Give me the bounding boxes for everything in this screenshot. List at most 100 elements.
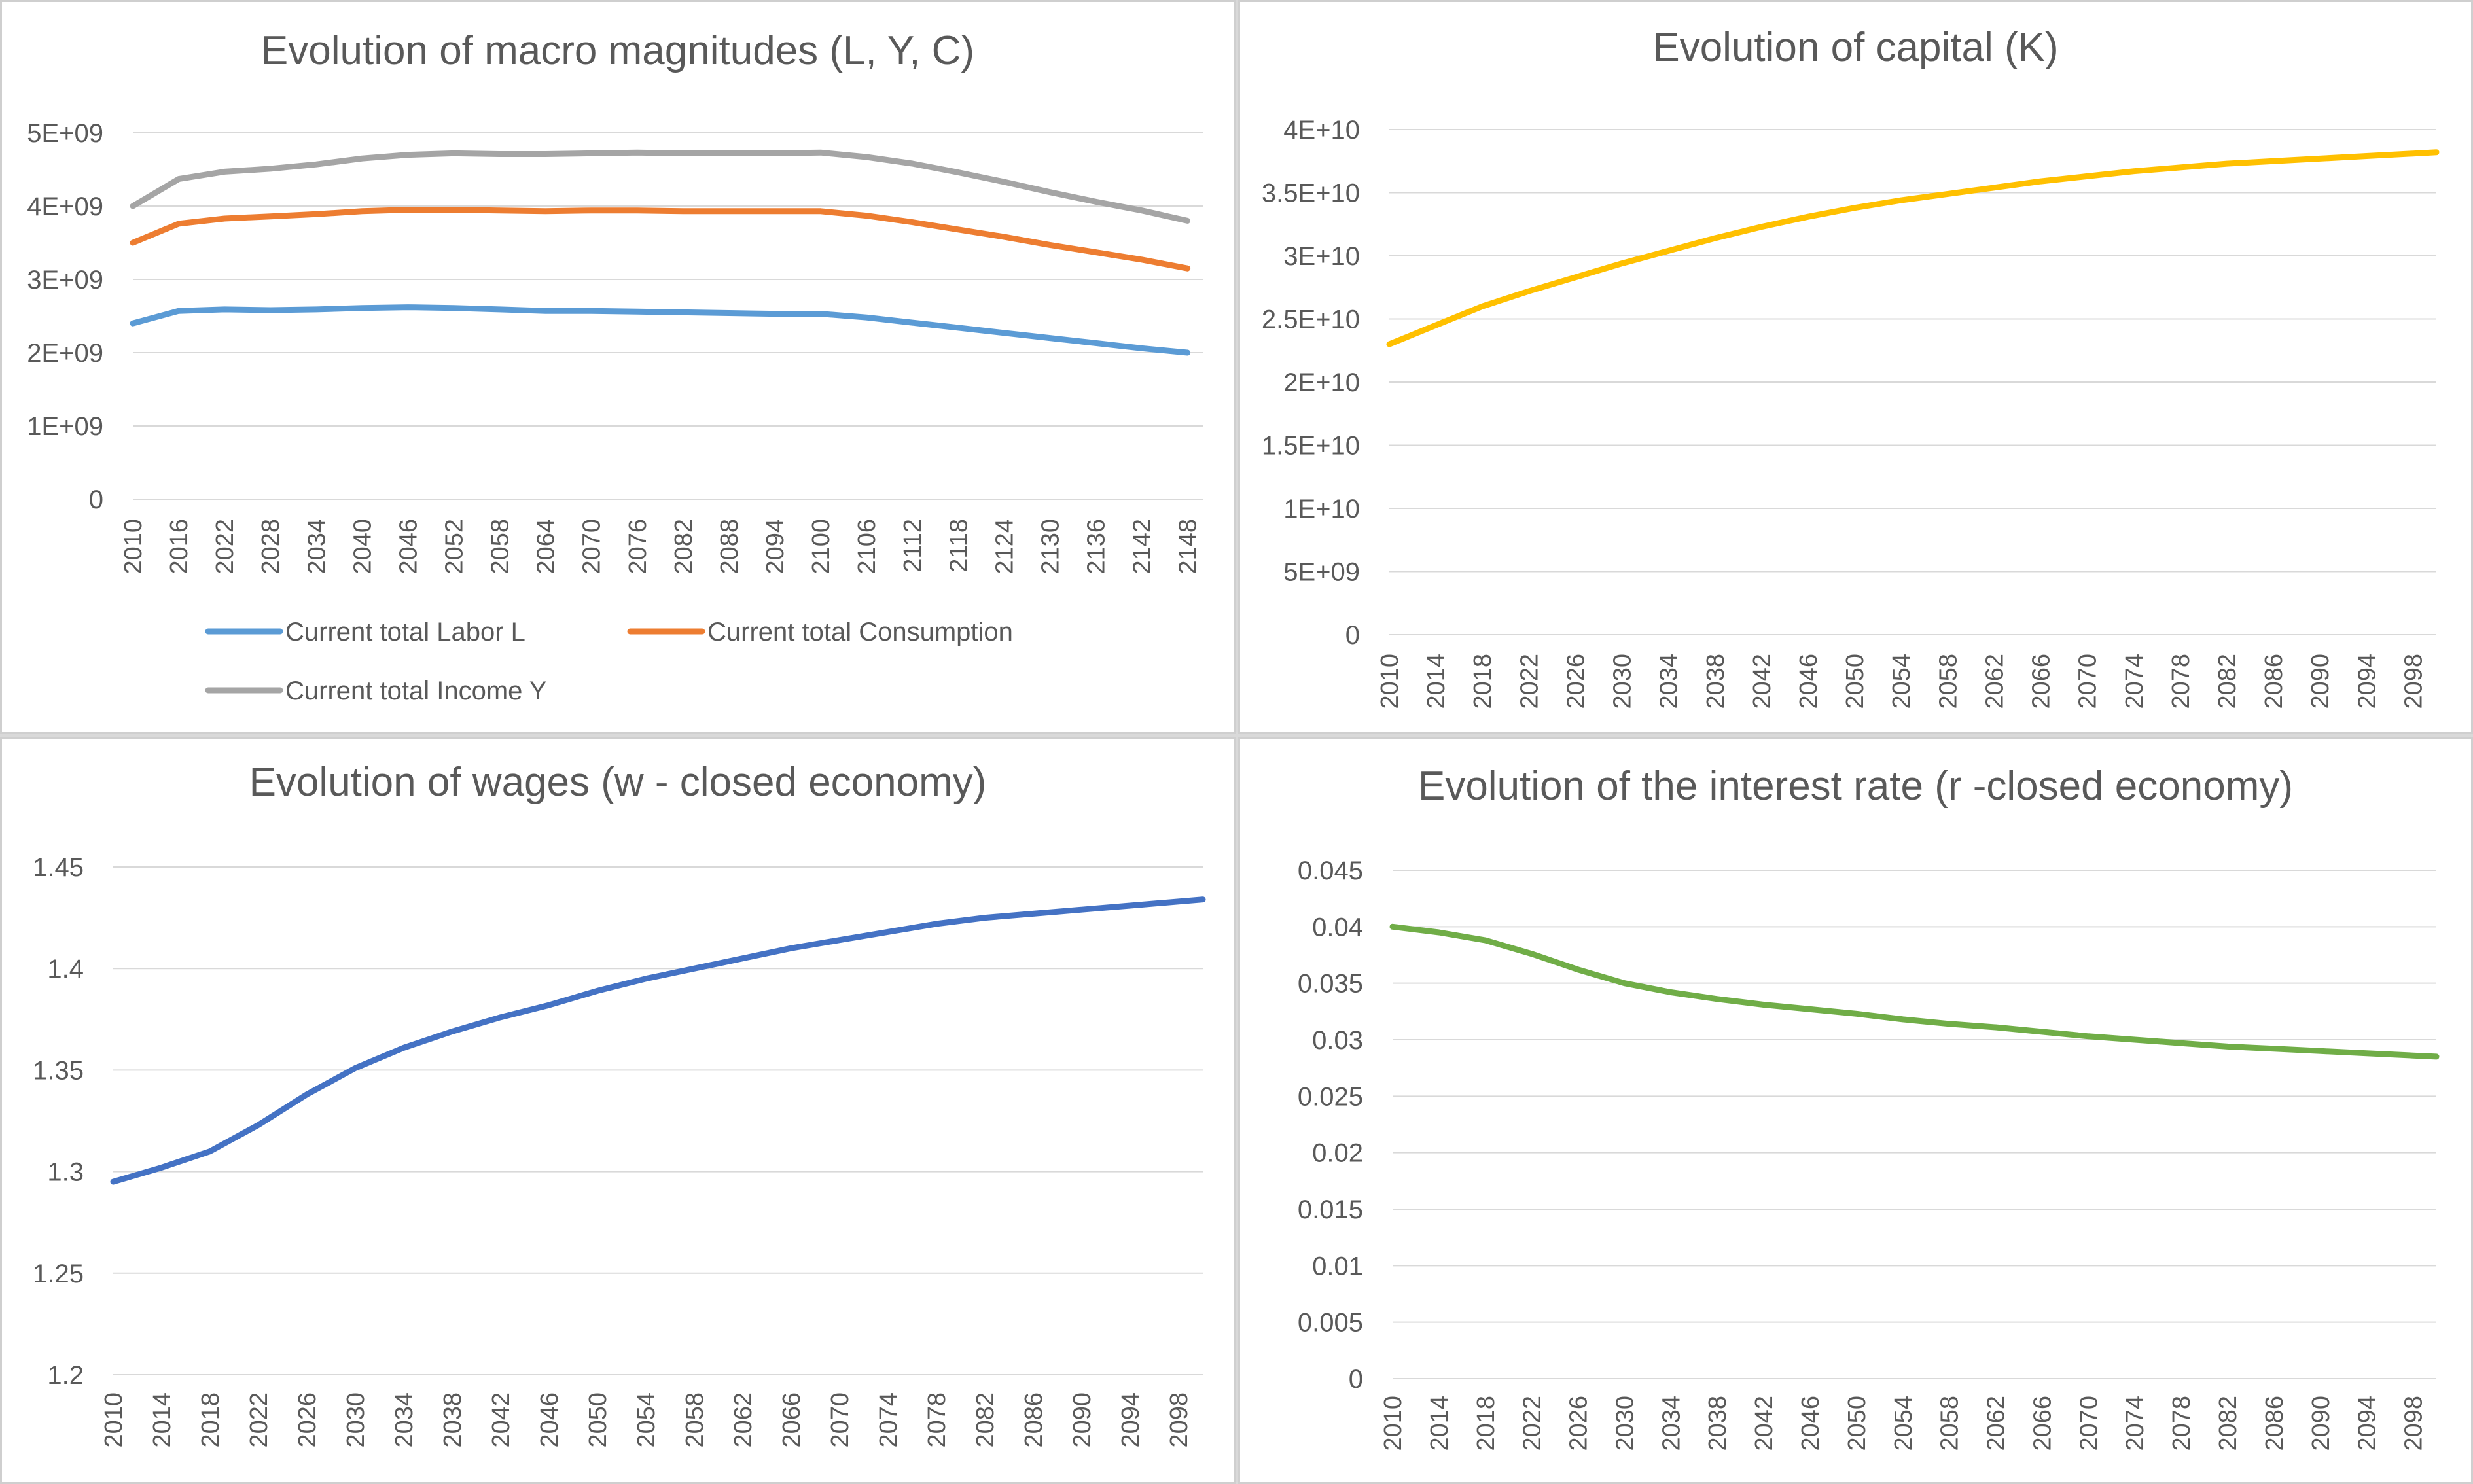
y-tick-label: 3.5E+10 <box>1262 179 1360 208</box>
x-tick-label: 2042 <box>1749 654 1776 709</box>
y-tick-label: 0.025 <box>1298 1082 1363 1111</box>
x-tick-label: 2078 <box>923 1392 951 1448</box>
x-tick-label: 2070 <box>2074 654 2102 709</box>
x-tick-label: 2034 <box>391 1392 418 1448</box>
x-tick-label: 2054 <box>633 1392 660 1448</box>
macro-chart-svg: Evolution of macro magnitudes (L, Y, C) 0… <box>27 28 1203 705</box>
x-tick-label: 2018 <box>197 1392 224 1448</box>
y-tick-label: 1.5E+10 <box>1262 432 1360 461</box>
x-tick-label: 2074 <box>2121 654 2148 709</box>
x-tick-label: 2010 <box>100 1392 128 1448</box>
y-tick-label: 0.01 <box>1312 1252 1363 1281</box>
x-tick-label: 2070 <box>2075 1396 2103 1451</box>
series-line-1 <box>1389 923 2440 1060</box>
x-tick-label: 2016 <box>166 519 193 574</box>
x-tick-label: 2010 <box>1376 654 1404 709</box>
y-tick-label: 2.5E+10 <box>1262 306 1360 334</box>
x-tick-label: 2022 <box>245 1392 273 1448</box>
x-tick-label: 2074 <box>875 1392 902 1448</box>
legend-label: Current total Labor L <box>285 618 525 646</box>
x-tick-label: 2090 <box>2307 654 2334 709</box>
y-tick-label: 1E+09 <box>27 412 103 441</box>
x-tick-label: 2038 <box>439 1392 467 1448</box>
x-tick-label: 2046 <box>395 519 422 574</box>
x-tick-label: 2040 <box>349 519 376 574</box>
x-tick-label: 2094 <box>2354 1396 2381 1451</box>
x-tick-label: 2046 <box>1795 654 1823 709</box>
x-tick-label: 2022 <box>1516 654 1543 709</box>
x-tick-label: 2034 <box>1656 654 1683 709</box>
x-tick-label: 2112 <box>899 519 927 573</box>
y-tick-label: 1.3 <box>47 1158 84 1187</box>
y-tick-label: 0.03 <box>1312 1026 1363 1055</box>
y-tick-label: 0 <box>1349 1365 1363 1394</box>
y-tick-label: 4E+09 <box>27 192 103 221</box>
x-tick-label: 2046 <box>1797 1396 1824 1451</box>
y-tick-label: 4E+10 <box>1283 116 1360 145</box>
x-tick-label: 2064 <box>533 519 560 574</box>
x-tick-label: 2066 <box>778 1392 806 1448</box>
x-tick-label: 2142 <box>1129 519 1156 574</box>
x-tick-label: 2038 <box>1702 654 1730 709</box>
legend-label: Current total Income Y <box>285 677 546 705</box>
x-tick-label: 2050 <box>584 1392 612 1448</box>
y-tick-label: 1.4 <box>47 955 84 983</box>
x-tick-label: 2038 <box>1704 1396 1732 1451</box>
legend-label: Current total Consumption <box>707 618 1013 646</box>
x-tick-label: 2062 <box>1981 654 2008 709</box>
x-tick-label: 2014 <box>1426 1396 1453 1451</box>
x-tick-label: 2076 <box>624 519 652 574</box>
x-tick-label: 2018 <box>1469 654 1497 709</box>
y-tick-label: 1E+10 <box>1283 495 1360 523</box>
x-tick-label: 2014 <box>1423 654 1450 709</box>
series-line-2 <box>130 207 1191 272</box>
chart-title: Evolution of the interest rate (r -close… <box>1418 764 2293 809</box>
x-tick-label: 2094 <box>1117 1392 1145 1448</box>
chart-panel-capital: Evolution of capital (K) 0 5E+09 1E+10 1.5E+… <box>1238 0 2473 734</box>
y-tick-label: 5E+09 <box>27 119 103 148</box>
x-tick-label: 2124 <box>991 519 1018 574</box>
x-tick-label: 2054 <box>1888 654 1915 709</box>
x-tick-label: 2034 <box>1658 1396 1685 1451</box>
x-tick-label: 2148 <box>1175 519 1202 574</box>
x-tick-label: 2042 <box>488 1392 515 1448</box>
x-tick-label: 2098 <box>1165 1392 1193 1448</box>
x-tick-label: 2082 <box>670 519 698 574</box>
y-tick-label: 5E+09 <box>1283 558 1360 587</box>
x-tick-label: 2098 <box>2400 654 2427 709</box>
x-tick-label: 2086 <box>2260 654 2288 709</box>
interest-rate-chart-svg: Evolution of the interest rate (r -close… <box>1298 764 2440 1451</box>
x-tick-label: 2050 <box>1843 1396 1871 1451</box>
x-tick-label: 2026 <box>1562 654 1590 709</box>
y-tick-label: 0.005 <box>1298 1309 1363 1337</box>
wages-chart-svg: Evolution of wages (w - closed economy) 1… <box>33 760 1206 1448</box>
series-line-1 <box>130 304 1191 356</box>
x-tick-label: 2030 <box>1611 1396 1639 1451</box>
x-tick-label: 2028 <box>257 519 285 574</box>
x-tick-label: 2042 <box>1751 1396 1778 1451</box>
x-tick-label: 2066 <box>2028 654 2055 709</box>
x-tick-label: 2094 <box>762 519 789 574</box>
chart-title: Evolution of macro magnitudes (L, Y, C) <box>261 28 974 73</box>
x-tick-label: 2082 <box>972 1392 999 1448</box>
x-tick-label: 2018 <box>1472 1396 1500 1451</box>
x-tick-label: 2098 <box>2400 1396 2428 1451</box>
x-tick-label: 2026 <box>294 1392 321 1448</box>
x-tick-label: 2058 <box>1936 1396 1964 1451</box>
y-tick-label: 0.015 <box>1298 1195 1363 1224</box>
x-tick-label: 2062 <box>1983 1396 2010 1451</box>
y-tick-label: 0 <box>89 486 103 514</box>
x-tick-label: 2034 <box>303 519 330 574</box>
series-line-1 <box>110 896 1206 1185</box>
y-tick-label: 0.02 <box>1312 1139 1363 1168</box>
x-tick-label: 2090 <box>1069 1392 1096 1448</box>
y-tick-label: 1.2 <box>47 1361 84 1390</box>
x-tick-label: 2070 <box>578 519 606 574</box>
chart-panel-macro: Evolution of macro magnitudes (L, Y, C) 0… <box>0 0 1236 734</box>
x-tick-label: 2100 <box>808 519 835 574</box>
x-tick-label: 2066 <box>2029 1396 2056 1451</box>
y-tick-label: 1.45 <box>33 853 84 882</box>
y-tick-label: 3E+09 <box>27 266 103 294</box>
x-tick-label: 2010 <box>120 519 147 574</box>
chart-title: Evolution of wages (w - closed economy) <box>249 760 987 805</box>
